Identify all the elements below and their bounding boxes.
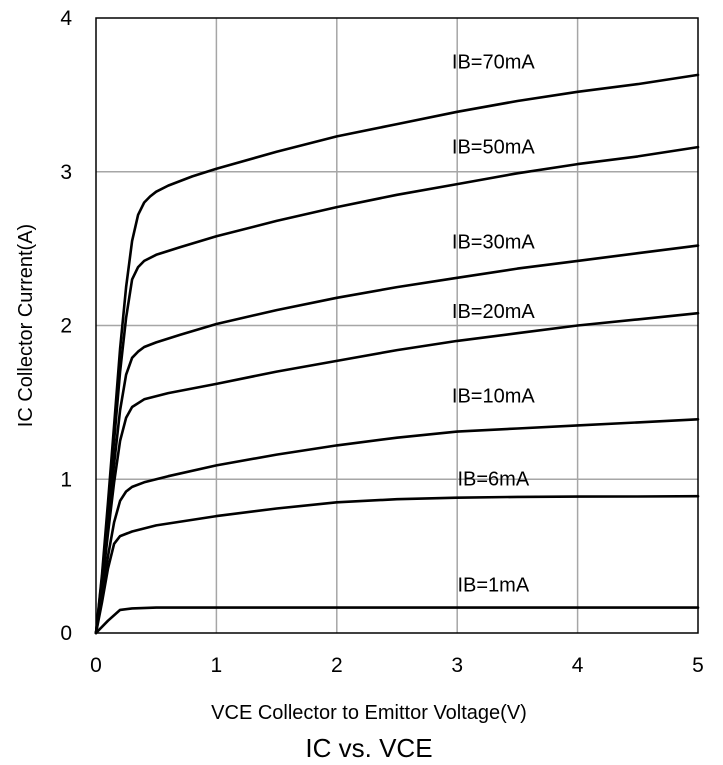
y-tick-labels: 0 1 2 3 4	[60, 7, 72, 645]
x-tick-label: 3	[451, 654, 463, 677]
x-tick-label: 2	[331, 654, 343, 677]
x-tick-label: 0	[90, 654, 102, 677]
series-group	[94, 73, 700, 635]
series-line-ib-20ma	[94, 311, 700, 635]
plot-area-frame	[95, 17, 699, 634]
y-tick-label: 1	[60, 468, 72, 491]
curve-label-ib-30ma: IB=30mA	[452, 232, 535, 254]
curve-label-ib-50ma: IB=50mA	[452, 136, 535, 158]
series-line-ib-1ma	[94, 606, 700, 635]
x-tick-label: 1	[211, 654, 223, 677]
grid	[96, 18, 698, 633]
curve-label-ib-6ma: IB=6mA	[457, 468, 529, 490]
series-line-ib-30ma	[94, 244, 700, 635]
series-line-ib-70ma	[94, 73, 700, 635]
y-axis-title: IC Collector Current(A)	[15, 224, 37, 427]
curve-label-ib-20ma: IB=20mA	[452, 301, 535, 323]
y-tick-label: 0	[60, 622, 72, 645]
y-tick-label: 4	[60, 7, 72, 30]
x-axis-title: VCE Collector to Emittor Voltage(V)	[211, 702, 527, 724]
x-tick-labels: 0 1 2 3 4 5	[90, 654, 704, 677]
curve-label-ib-70ma: IB=70mA	[452, 52, 535, 74]
series-line-ib-10ma	[94, 417, 700, 635]
curve-labels: IB=70mA IB=50mA IB=30mA IB=20mA IB=10mA IB=6m…	[452, 52, 535, 597]
curve-label-ib-1ma: IB=1mA	[457, 574, 529, 596]
x-tick-label: 5	[692, 654, 704, 677]
y-tick-label: 3	[60, 161, 72, 184]
chart-title: IC vs. VCE	[305, 733, 432, 763]
series-line-ib-6ma	[94, 494, 700, 635]
x-tick-label: 4	[572, 654, 584, 677]
series-line-ib-50ma	[94, 145, 700, 635]
y-tick-label: 2	[60, 315, 72, 338]
curve-label-ib-10ma: IB=10mA	[452, 385, 535, 407]
